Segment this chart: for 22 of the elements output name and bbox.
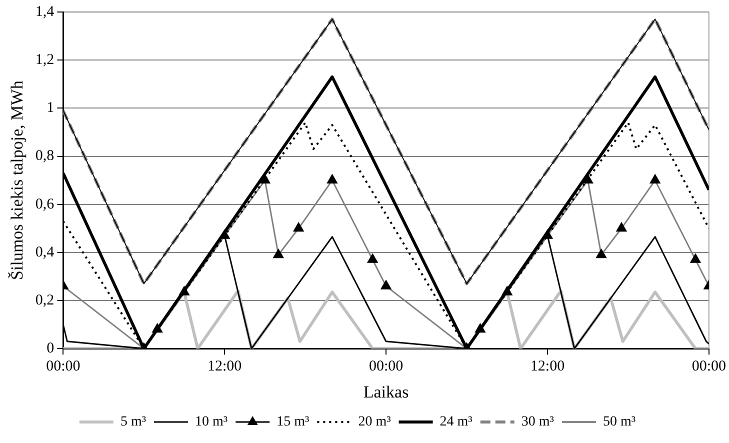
legend-label: 50 m³: [602, 414, 636, 430]
y-tick-label: 0,4: [35, 244, 55, 260]
legend-label: 30 m³: [521, 414, 554, 430]
y-tick-label: 1,2: [35, 52, 54, 68]
x-axis-title: Laikas: [363, 382, 409, 402]
y-axis-title: Šilumos kiekis talpoje, MWh: [8, 80, 27, 280]
legend-label: 24 m³: [440, 414, 472, 430]
x-tick-label: 00:00: [368, 358, 404, 375]
x-tick-label: 12:00: [530, 358, 565, 375]
y-tick-label: 1,4: [35, 4, 55, 20]
legend-label: 15 m³: [276, 414, 310, 430]
y-tick-label: 0,2: [35, 292, 54, 308]
y-tick-label: 0,8: [35, 148, 54, 164]
legend-label: 5 m³: [120, 414, 146, 430]
y-tick-label: 1: [46, 100, 54, 116]
x-tick-label: 12:00: [208, 358, 242, 375]
legend-label: 20 m³: [358, 414, 391, 430]
y-tick-label: 0,6: [35, 196, 55, 212]
x-tick-label: 00:00: [692, 358, 726, 375]
x-tick-label: 00:00: [46, 358, 80, 375]
y-tick-label: 0: [46, 340, 54, 357]
legend-label: 10 m³: [195, 414, 228, 430]
